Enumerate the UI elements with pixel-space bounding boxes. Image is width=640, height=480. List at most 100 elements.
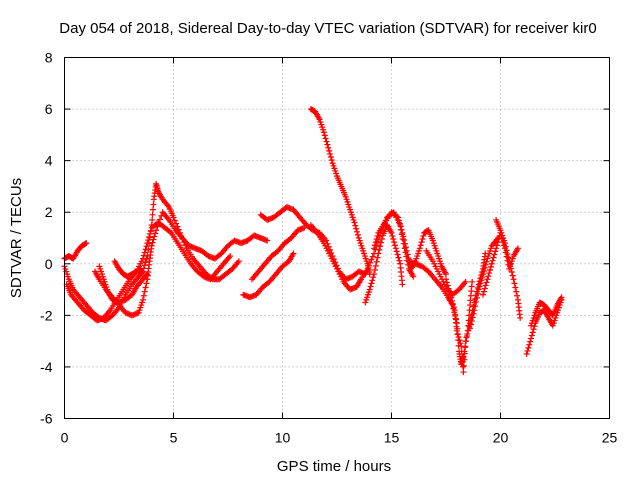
data-point [468, 318, 475, 325]
data-point [321, 132, 328, 139]
data-point [509, 272, 516, 279]
y-tick-label: 0 [45, 256, 53, 272]
data-point [152, 230, 159, 237]
data-point [402, 240, 409, 247]
data-point [480, 268, 487, 275]
data-point [528, 332, 535, 339]
y-tick-label: 8 [45, 50, 53, 66]
data-point [466, 325, 473, 332]
data-point [144, 271, 151, 278]
data-point [398, 226, 405, 233]
data-point [389, 232, 396, 239]
data-point [492, 248, 499, 255]
data-point [140, 252, 147, 259]
data-point [501, 240, 508, 247]
data-point [491, 251, 498, 258]
data-point [375, 250, 382, 257]
data-point [402, 244, 409, 251]
data-point [443, 271, 449, 278]
data-point [320, 129, 327, 136]
data-point [323, 138, 330, 145]
data-point [353, 225, 360, 232]
data-point [503, 247, 510, 254]
x-tick-label: 0 [61, 430, 69, 446]
data-point [394, 251, 401, 258]
series-arc-3 [63, 219, 234, 324]
series-arc-2 [61, 180, 242, 324]
y-axis-label: SDTVAR / TECUs [8, 178, 25, 298]
chart-title: Day 054 of 2018, Sidereal Day-to-day VTE… [59, 20, 596, 37]
series-arc-13 [371, 209, 449, 278]
series-arc-8 [248, 224, 308, 283]
series-arc-11 [307, 106, 373, 278]
data-point [449, 301, 456, 308]
data-point [388, 229, 395, 236]
data-point [469, 278, 476, 285]
data-point [142, 259, 149, 266]
data-point [371, 242, 378, 249]
data-point [484, 276, 491, 283]
data-point [505, 254, 512, 261]
data-point [525, 344, 532, 351]
data-point [327, 150, 334, 157]
data-point [510, 276, 517, 283]
data-point [489, 257, 496, 264]
data-point [149, 216, 156, 223]
data-point [502, 243, 509, 250]
data-point [504, 250, 511, 257]
data-point [227, 253, 234, 260]
data-point [139, 296, 146, 303]
data-point [420, 232, 427, 239]
data-point [530, 326, 537, 333]
data-point [322, 135, 329, 142]
data-point [373, 236, 380, 243]
data-point [467, 321, 474, 328]
data-point [374, 254, 381, 261]
data-point [372, 262, 379, 269]
data-point [457, 340, 464, 347]
data-point [156, 216, 163, 223]
data-point [524, 347, 531, 354]
data-point [480, 291, 487, 298]
data-point [418, 239, 425, 246]
y-tick-label: 4 [45, 153, 53, 169]
data-point [512, 284, 519, 291]
data-point [401, 237, 408, 244]
data-point [469, 314, 476, 321]
data-point [151, 233, 158, 240]
data-point [396, 257, 403, 264]
y-tick-label: 6 [45, 101, 53, 117]
data-point [139, 269, 146, 276]
data-point [371, 245, 378, 252]
data-point [493, 245, 500, 252]
data-point [473, 298, 480, 305]
data-point [171, 217, 178, 224]
data-point [455, 334, 462, 341]
data-point [514, 292, 521, 299]
data-point [367, 259, 374, 266]
data-point [328, 157, 335, 164]
data-point [149, 239, 156, 246]
data-point [374, 232, 381, 239]
data-point [370, 274, 377, 281]
data-point [456, 337, 463, 344]
data-point [419, 236, 426, 243]
data-point [368, 256, 375, 263]
data-point [369, 253, 376, 260]
data-point [528, 335, 535, 342]
data-point [488, 260, 495, 267]
data-point [513, 288, 520, 295]
data-point [463, 334, 470, 341]
data-point [366, 286, 373, 293]
data-point [495, 235, 502, 241]
data-point [146, 233, 153, 240]
series-arc-21 [423, 247, 469, 298]
grid-lines [64, 57, 610, 419]
data-point [264, 237, 271, 244]
data-point [472, 303, 479, 310]
data-point [143, 243, 150, 250]
data-point [458, 348, 465, 355]
series-arc-6 [111, 258, 144, 280]
data-point [523, 351, 530, 358]
series-arc-7 [240, 250, 297, 301]
